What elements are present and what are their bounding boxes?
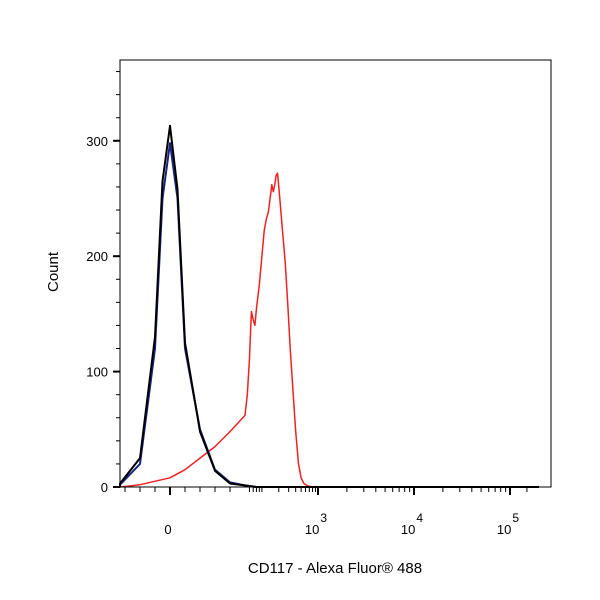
x-tick-label: 103: [305, 511, 327, 537]
y-tick-label: 300: [86, 134, 108, 149]
plot-frame: [119, 59, 552, 488]
x-tick-label: 104: [401, 511, 423, 537]
y-tick-label: 100: [86, 365, 108, 380]
series-line-3: [119, 124, 539, 488]
series-line-1: [119, 172, 539, 488]
x-tick-base: 10: [305, 522, 319, 537]
x-tick-base: 0: [164, 522, 171, 537]
x-tick-base: 10: [497, 522, 511, 537]
y-axis: 0 100 200 300: [86, 71, 120, 495]
series-layer: [119, 124, 539, 488]
x-axis-label: CD117 - Alexa Fluor® 488: [248, 560, 422, 577]
x-tick-base: 10: [401, 522, 415, 537]
x-tick-label: 105: [497, 511, 519, 537]
x-tick-label: 0: [164, 522, 171, 537]
x-tick-exponent: 4: [416, 511, 423, 525]
x-tick-exponent: 3: [320, 511, 327, 525]
x-tick-exponent: 5: [512, 511, 519, 525]
y-tick-label: 200: [86, 249, 108, 264]
y-axis-label: Count: [45, 251, 62, 292]
y-tick-label: 0: [101, 480, 108, 495]
